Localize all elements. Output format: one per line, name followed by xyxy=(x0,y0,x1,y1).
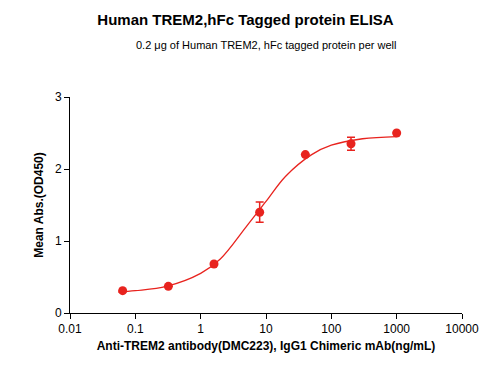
svg-text:10000: 10000 xyxy=(445,322,479,336)
svg-text:0: 0 xyxy=(55,306,62,320)
svg-text:1: 1 xyxy=(55,234,62,248)
svg-text:0.01: 0.01 xyxy=(58,322,82,336)
svg-text:0.1: 0.1 xyxy=(127,322,144,336)
svg-text:100: 100 xyxy=(321,322,341,336)
svg-text:1: 1 xyxy=(197,322,204,336)
svg-text:1000: 1000 xyxy=(383,322,410,336)
svg-text:Human TREM2,hFc Tagged protein: Human TREM2,hFc Tagged protein ELISA xyxy=(97,11,394,28)
svg-text:0.2 μg of Human TREM2, hFc tag: 0.2 μg of Human TREM2, hFc tagged protei… xyxy=(136,39,397,51)
svg-text:2: 2 xyxy=(55,162,62,176)
svg-text:Mean Abs.(OD450): Mean Abs.(OD450) xyxy=(32,152,46,258)
svg-text:3: 3 xyxy=(55,90,62,104)
svg-text:Anti-TREM2 antibody(DMC223), I: Anti-TREM2 antibody(DMC223), IgG1 Chimer… xyxy=(97,339,436,353)
svg-text:10: 10 xyxy=(259,322,273,336)
